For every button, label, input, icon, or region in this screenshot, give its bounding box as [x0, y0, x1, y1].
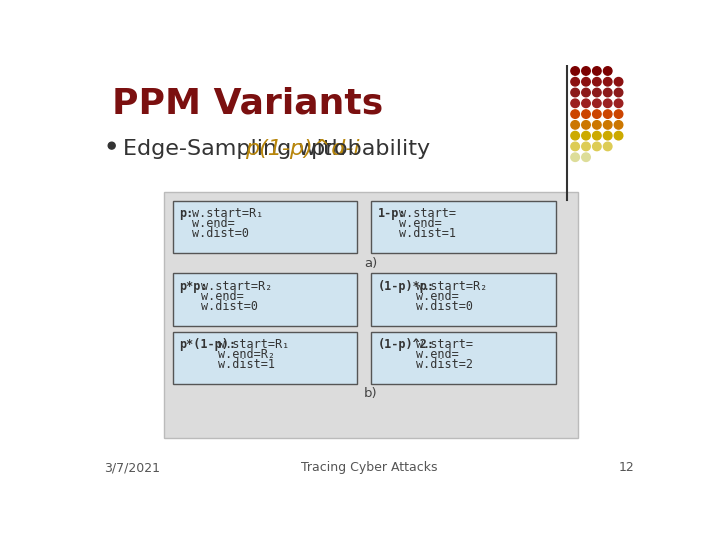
FancyBboxPatch shape	[372, 201, 556, 253]
Circle shape	[603, 78, 612, 86]
Text: w.start=R₂: w.start=R₂	[201, 280, 272, 293]
Circle shape	[571, 67, 580, 75]
Circle shape	[108, 142, 115, 149]
Circle shape	[582, 153, 590, 161]
Text: w.dist=1: w.dist=1	[218, 358, 275, 371]
Circle shape	[603, 67, 612, 75]
Text: (1-p)^2:: (1-p)^2:	[377, 338, 435, 351]
Circle shape	[582, 67, 590, 75]
Text: w.end=R₂: w.end=R₂	[218, 348, 275, 361]
Text: b): b)	[364, 387, 378, 401]
Text: probability: probability	[305, 139, 431, 159]
Circle shape	[571, 131, 580, 140]
Circle shape	[593, 110, 601, 118]
Text: p*(1-p):: p*(1-p):	[179, 338, 236, 351]
Circle shape	[614, 88, 623, 97]
Circle shape	[614, 110, 623, 118]
FancyBboxPatch shape	[372, 273, 556, 326]
Text: w.start=R₂: w.start=R₂	[416, 280, 487, 293]
Circle shape	[614, 120, 623, 129]
Circle shape	[593, 99, 601, 107]
Text: w.dist=0: w.dist=0	[192, 227, 249, 240]
FancyBboxPatch shape	[173, 273, 357, 326]
Text: 1-p:: 1-p:	[377, 207, 406, 220]
Text: w.end=: w.end=	[416, 348, 459, 361]
Text: w.dist=2: w.dist=2	[416, 358, 473, 371]
Circle shape	[603, 99, 612, 107]
Text: w.end=: w.end=	[416, 289, 459, 302]
Circle shape	[603, 120, 612, 129]
Circle shape	[571, 78, 580, 86]
Text: a): a)	[364, 256, 377, 269]
Circle shape	[593, 78, 601, 86]
Text: Tracing Cyber Attacks: Tracing Cyber Attacks	[301, 462, 437, 475]
Circle shape	[571, 88, 580, 97]
Circle shape	[614, 99, 623, 107]
Circle shape	[571, 142, 580, 151]
Text: w.dist=1: w.dist=1	[399, 227, 456, 240]
Text: p*p:: p*p:	[179, 280, 207, 293]
Text: w.dist=0: w.dist=0	[201, 300, 258, 313]
FancyBboxPatch shape	[163, 192, 578, 438]
Circle shape	[593, 88, 601, 97]
FancyBboxPatch shape	[173, 201, 357, 253]
Text: p:: p:	[179, 207, 194, 220]
Circle shape	[582, 131, 590, 140]
Circle shape	[571, 120, 580, 129]
Text: w.end=: w.end=	[201, 289, 243, 302]
Circle shape	[614, 78, 623, 86]
Text: w.start=: w.start=	[416, 338, 473, 351]
Text: w.start=R₁: w.start=R₁	[218, 338, 289, 351]
Circle shape	[593, 67, 601, 75]
Circle shape	[593, 142, 601, 151]
Text: w.start=: w.start=	[399, 207, 456, 220]
Circle shape	[593, 120, 601, 129]
Circle shape	[603, 142, 612, 151]
Text: p(1-p)^d-i: p(1-p)^d-i	[246, 139, 360, 159]
Circle shape	[603, 131, 612, 140]
Circle shape	[571, 99, 580, 107]
FancyBboxPatch shape	[372, 332, 556, 384]
Text: PPM Variants: PPM Variants	[112, 86, 383, 120]
Text: 12: 12	[618, 462, 634, 475]
Circle shape	[593, 131, 601, 140]
Text: w.end=: w.end=	[399, 217, 442, 230]
Text: w.end=: w.end=	[192, 217, 235, 230]
Text: 3/7/2021: 3/7/2021	[104, 462, 160, 475]
Circle shape	[582, 99, 590, 107]
Circle shape	[582, 88, 590, 97]
Text: Edge-Sampling with: Edge-Sampling with	[122, 139, 352, 159]
FancyBboxPatch shape	[173, 332, 357, 384]
Text: w.dist=0: w.dist=0	[416, 300, 473, 313]
Circle shape	[582, 78, 590, 86]
Circle shape	[582, 110, 590, 118]
Circle shape	[582, 120, 590, 129]
Circle shape	[614, 131, 623, 140]
Text: w.start=R₁: w.start=R₁	[192, 207, 264, 220]
Circle shape	[571, 110, 580, 118]
Circle shape	[582, 142, 590, 151]
Text: (1-p)*p:: (1-p)*p:	[377, 280, 435, 293]
Circle shape	[603, 88, 612, 97]
Circle shape	[603, 110, 612, 118]
Circle shape	[571, 153, 580, 161]
